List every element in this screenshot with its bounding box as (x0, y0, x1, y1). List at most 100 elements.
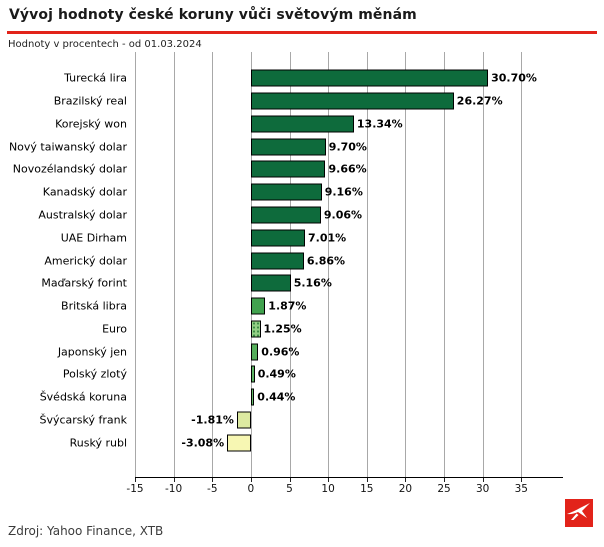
plot-area: Turecká lira 30.70% Brazilský real 26.27% Ko… (9, 52, 563, 478)
value-label: 7.01% (308, 231, 347, 245)
bar-row: Kanadský dolar 9.16% (43, 181, 563, 204)
bar-row: Novozélandský dolar 9.66% (13, 158, 563, 181)
bar-row: Brazilský real 26.27% (54, 90, 563, 113)
category-label: Euro (102, 322, 127, 336)
category-label: Novozélandský dolar (12, 162, 127, 176)
category-label: Švýcarský frank (39, 413, 127, 427)
bar (250, 69, 489, 87)
bar (250, 206, 321, 224)
gridline (444, 52, 445, 477)
bar-row: Euro 1.25% (102, 317, 563, 340)
tick-mark (173, 478, 175, 482)
tick-label: 5 (286, 483, 293, 495)
tick-mark (405, 478, 407, 482)
bar-row: Korejský won 13.34% (55, 113, 563, 136)
gridline (135, 52, 136, 477)
value-label: 9.70% (328, 140, 367, 154)
value-label: 6.86% (306, 254, 346, 267)
bar-row: Australský dolar 9.06% (38, 204, 563, 227)
value-label: -1.81% (191, 413, 234, 427)
bar (250, 229, 306, 247)
tick-mark (250, 478, 252, 482)
tick-label: -5 (207, 483, 218, 495)
tick-mark (212, 478, 214, 482)
value-label: 9.06% (323, 208, 363, 222)
bar (250, 92, 454, 110)
tick-mark (521, 478, 523, 482)
category-label: Švédská koruna (39, 390, 127, 404)
category-label: UAE Dirham (60, 231, 127, 245)
bar-row: Polský zlotý 0.49% (63, 363, 563, 386)
bar-row: Britská libra 1.87% (61, 295, 563, 318)
value-label: -3.08% (181, 436, 225, 450)
bar-row: Japonský jen 0.96% (58, 340, 563, 363)
value-label: 13.34% (356, 117, 403, 131)
tick-mark (444, 478, 445, 482)
bar (250, 138, 326, 156)
bird-swoosh-icon (565, 499, 593, 527)
category-label: Maďarský forint (41, 276, 127, 290)
bar (236, 411, 251, 429)
source-text: Zdroj: Yahoo Finance, XTB (8, 524, 164, 538)
gridline (482, 52, 484, 477)
tick-label: 10 (321, 483, 335, 495)
tick-label: 15 (360, 483, 374, 495)
value-label: 0.96% (261, 345, 300, 359)
category-label: Americký dolar (44, 254, 127, 267)
xtb-logo (565, 499, 593, 527)
value-label: 0.49% (257, 367, 296, 381)
gridline (521, 52, 523, 477)
category-label: Britská libra (61, 299, 127, 313)
accent-divider (7, 31, 597, 34)
bar (250, 115, 354, 133)
gridline (366, 52, 368, 477)
tick-mark (366, 478, 368, 482)
gridline (328, 52, 330, 477)
bar-rows: Turecká lira 30.70% Brazilský real 26.27% Ko… (9, 52, 563, 477)
value-label: 1.25% (263, 322, 302, 336)
category-label: Nový taiwanský dolar (8, 140, 127, 154)
tick-mark (328, 478, 330, 482)
bar (250, 343, 259, 361)
category-label: Polský zlotý (62, 367, 127, 381)
value-label: 5.16% (293, 276, 332, 290)
bar (250, 183, 322, 201)
gridline (212, 52, 214, 477)
tick-label: 20 (398, 483, 413, 495)
category-label: Ruský rubl (69, 436, 127, 450)
bar (250, 320, 261, 338)
value-label: 1.87% (268, 299, 307, 313)
tick-label: -15 (126, 483, 144, 495)
category-label: Kanadský dolar (42, 185, 127, 199)
value-label: 0.44% (257, 390, 296, 404)
value-label: 9.66% (328, 162, 367, 176)
x-axis: -15 -10 -5 0 5 10 15 20 25 30 35 (126, 478, 563, 500)
chart-title: Vývoj hodnoty české koruny vůči světovým… (9, 7, 417, 23)
tick-label: 25 (437, 483, 451, 495)
bar-row: Švýcarský frank -1.81% (39, 408, 563, 431)
category-label: Australský dolar (38, 208, 127, 222)
category-label: Japonský jen (57, 345, 127, 359)
bar (227, 434, 251, 452)
bar (250, 160, 326, 178)
bar-row: UAE Dirham 7.01% (61, 226, 563, 249)
value-label: 30.70% (491, 71, 537, 85)
value-label: 9.16% (324, 185, 363, 199)
tick-mark (482, 478, 484, 482)
bar-row: Maďarský forint 5.16% (41, 272, 563, 295)
bar (250, 365, 255, 383)
bar (250, 297, 266, 315)
bar (250, 252, 304, 269)
tick-mark (135, 478, 136, 482)
value-label: 26.27% (456, 94, 503, 108)
category-label: Brazilský real (53, 94, 127, 108)
tick-label: 35 (514, 483, 528, 495)
bar-row: Švédská koruna 0.44% (40, 386, 563, 409)
tick-label: -10 (165, 483, 183, 495)
bar-row: Americký dolar 6.86% (44, 249, 563, 272)
bar-row: Turecká lira 30.70% (64, 67, 563, 90)
category-label: Turecká lira (64, 71, 127, 85)
bar-row: Nový taiwanský dolar 9.70% (9, 135, 563, 158)
tick-label: 0 (247, 483, 255, 495)
